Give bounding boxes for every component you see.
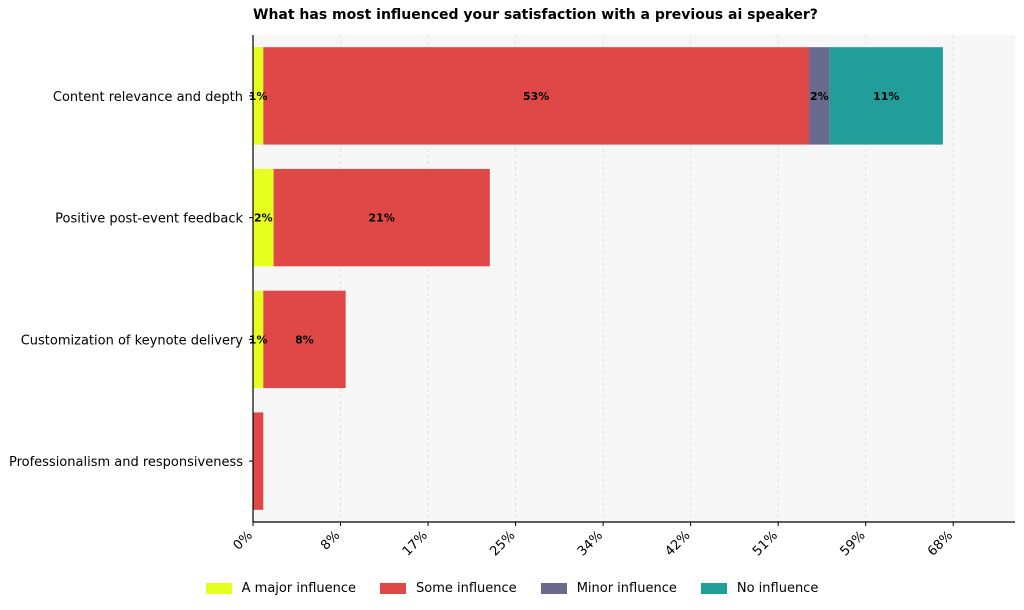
x-tick-label: 42% — [662, 528, 693, 559]
x-tick-label: 8% — [318, 528, 343, 553]
bar-segment — [253, 290, 264, 389]
legend-swatch — [380, 582, 407, 594]
legend-swatch — [700, 582, 727, 594]
x-axis-ticks: 0% 8% 17% 25% 34% 42% 51% 59% 68% — [231, 522, 956, 559]
y-tick-label: Content relevance and depth — [53, 90, 243, 105]
legend-item: A major influence — [205, 579, 357, 597]
legend-item: Minor influence — [540, 579, 677, 597]
chart-title: What has most influenced your satisfacti… — [253, 7, 818, 23]
bars — [253, 47, 943, 510]
x-tick-label: 51% — [750, 528, 781, 559]
data-label: 8% — [295, 333, 314, 346]
y-tick-label: Customization of keynote delivery — [21, 333, 244, 348]
x-tick-label: 17% — [400, 528, 431, 559]
x-tick-label: 59% — [837, 528, 868, 559]
bar-segment — [263, 290, 346, 389]
data-label: 53% — [523, 90, 549, 103]
legend-item: Some influence — [380, 579, 517, 597]
bar-segment — [829, 47, 943, 145]
legend: A major influence Some influence Minor i… — [0, 579, 1024, 597]
x-tick-label: 68% — [925, 528, 956, 559]
legend-swatch — [205, 582, 232, 594]
data-label: 21% — [369, 212, 395, 225]
x-tick-label: 25% — [487, 528, 518, 559]
legend-item: No influence — [700, 579, 819, 597]
bar-segment — [263, 47, 810, 145]
y-axis-labels: Content relevance and depth Positive post… — [9, 90, 253, 470]
bar-segment — [273, 168, 490, 267]
legend-label: Minor influence — [576, 580, 677, 596]
legend-label: Some influence — [416, 580, 517, 596]
bar-segment — [253, 412, 264, 510]
bar-segment — [253, 168, 274, 267]
bar-segment — [809, 47, 830, 145]
y-tick-label: Professionalism and responsiveness — [9, 455, 243, 470]
data-label: 2% — [254, 212, 273, 225]
data-label: 2% — [810, 90, 829, 103]
x-tick-label: 34% — [575, 528, 606, 559]
legend-label: No influence — [736, 580, 819, 596]
bar-segment — [253, 47, 264, 145]
y-tick-label: Positive post-event feedback — [55, 212, 243, 227]
legend-swatch — [540, 582, 567, 594]
x-tick-label: 0% — [231, 528, 256, 553]
data-labels: 1% 53% 2% 11%2% 21%1% 8% — [249, 90, 900, 347]
legend-label: A major influence — [241, 580, 357, 596]
data-label: 11% — [873, 90, 899, 103]
